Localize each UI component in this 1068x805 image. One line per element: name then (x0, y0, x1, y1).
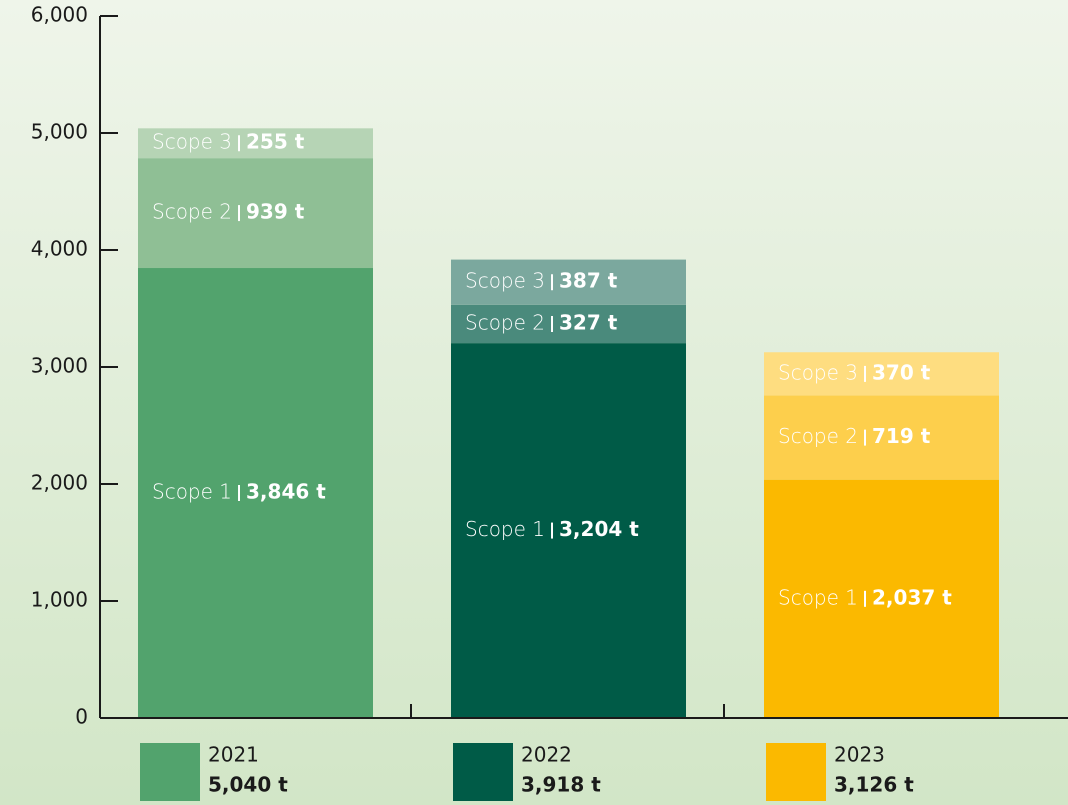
legend-total: 3,126 t (834, 773, 914, 797)
legend-year: 2023 (834, 743, 885, 767)
bar-segment (138, 158, 373, 269)
segment-label: Scope 2 (465, 311, 545, 335)
y-tick-label: 3,000 (31, 354, 88, 378)
bar-segment (138, 128, 373, 159)
segment-label: Scope 3 (152, 130, 232, 154)
segment-label: Scope 3 (778, 360, 858, 384)
segment-value: 327 t (559, 311, 618, 335)
segment-value: 387 t (559, 269, 618, 293)
y-tick-label: 6,000 (31, 3, 88, 27)
segment-value: 939 t (246, 200, 305, 224)
segment-value: 3,204 t (559, 517, 639, 541)
bar-segment (138, 268, 373, 718)
bar-segment (764, 395, 999, 480)
segment-value: 370 t (872, 360, 931, 384)
y-tick-label: 4,000 (31, 237, 88, 261)
segment-label: Scope 2 (152, 200, 232, 224)
y-tick-label: 0 (75, 705, 88, 729)
segment-value: 2,037 t (872, 585, 952, 609)
y-tick-label: 1,000 (31, 588, 88, 612)
segment-label: Scope 1 (152, 480, 232, 504)
legend-year: 2022 (521, 743, 572, 767)
segment-label: Scope 1 (465, 517, 545, 541)
segment-label: Scope 1 (778, 585, 858, 609)
legend-swatch (453, 743, 513, 801)
y-tick-label: 5,000 (31, 120, 88, 144)
segment-label: Scope 2 (778, 424, 858, 448)
segment-value: 3,846 t (246, 480, 326, 504)
legend-year: 2021 (208, 743, 259, 767)
legend-swatch (140, 743, 200, 801)
bar-segment (451, 343, 686, 718)
bar-segment (451, 259, 686, 305)
segment-value: 719 t (872, 424, 931, 448)
bar-segment (764, 479, 999, 718)
segment-value: 255 t (246, 130, 305, 154)
legend-swatch (766, 743, 826, 801)
bar-segment (451, 304, 686, 344)
legend-total: 5,040 t (208, 773, 288, 797)
segment-label: Scope 3 (465, 269, 545, 293)
bar-segment (764, 352, 999, 396)
legend-total: 3,918 t (521, 773, 601, 797)
y-tick-label: 2,000 (31, 471, 88, 495)
